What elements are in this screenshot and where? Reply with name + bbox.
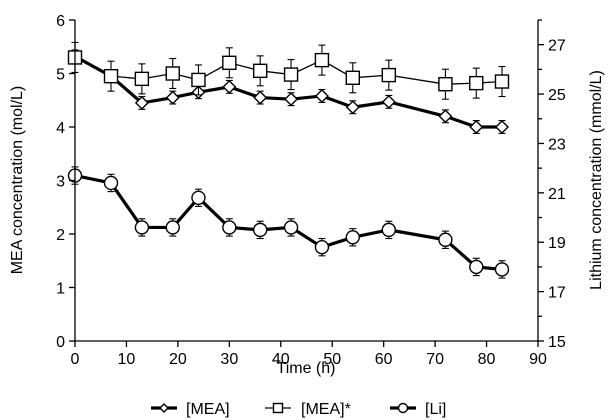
data-point bbox=[191, 72, 206, 88]
data-point bbox=[103, 68, 119, 84]
data-point bbox=[222, 79, 237, 94]
data-point bbox=[345, 70, 360, 85]
legend-swatch-marker bbox=[272, 402, 284, 414]
legend-swatch-marker bbox=[397, 402, 409, 414]
data-point bbox=[165, 90, 180, 105]
plot-area bbox=[67, 41, 510, 279]
x-axis-title: Time (h) bbox=[277, 360, 336, 377]
ticks bbox=[69, 19, 544, 347]
data-point bbox=[469, 120, 484, 134]
y-right-tick-label: 21 bbox=[548, 186, 566, 203]
legend-swatch-marker bbox=[159, 403, 169, 413]
legend-item: [MEA]* bbox=[265, 401, 351, 418]
y-axis-right-title: Lithium concentration (mmol/L) bbox=[588, 70, 605, 290]
x-tick-label: 30 bbox=[220, 351, 238, 368]
x-tick-label: 50 bbox=[323, 351, 341, 368]
data-point bbox=[165, 66, 180, 81]
y-left-tick-label: 5 bbox=[56, 67, 65, 84]
data-point bbox=[283, 220, 299, 235]
x-tick-label: 20 bbox=[169, 351, 187, 368]
legend: [MEA] [MEA]* [Li] bbox=[151, 401, 446, 418]
data-point bbox=[134, 220, 150, 235]
y-right-tick-label: 17 bbox=[548, 285, 566, 302]
y-left-tick-label: 4 bbox=[56, 120, 65, 137]
legend-label: [Li] bbox=[425, 401, 446, 418]
y-right-tick-label: 23 bbox=[548, 136, 566, 153]
data-point bbox=[252, 63, 268, 79]
y-left-tick-label: 2 bbox=[56, 227, 65, 244]
y-right-tick-label: 15 bbox=[548, 334, 566, 351]
data-point bbox=[314, 52, 330, 68]
data-point bbox=[253, 222, 268, 238]
legend-item: [Li] bbox=[390, 401, 446, 418]
x-tick-label: 10 bbox=[118, 351, 136, 368]
y-left-tick-label: 1 bbox=[56, 281, 65, 298]
data-point bbox=[283, 67, 299, 82]
data-point bbox=[381, 94, 396, 109]
data-point bbox=[438, 232, 453, 247]
x-tick-label: 80 bbox=[478, 351, 496, 368]
data-point bbox=[494, 74, 510, 89]
y-right-tick-label: 19 bbox=[548, 235, 566, 252]
y-axis-left-title: MEA concentration (mol/L) bbox=[9, 86, 26, 275]
data-point bbox=[469, 259, 484, 275]
data-point bbox=[103, 175, 119, 191]
data-point bbox=[381, 222, 397, 238]
data-point bbox=[134, 95, 149, 110]
x-tick-label: 0 bbox=[71, 351, 80, 368]
data-point bbox=[191, 190, 206, 205]
y-right-tick-label: 27 bbox=[548, 38, 566, 55]
data-point bbox=[314, 88, 329, 103]
data-point bbox=[134, 71, 150, 87]
data-point bbox=[381, 67, 397, 83]
y-left-tick-label: 3 bbox=[56, 174, 65, 191]
series-square bbox=[67, 41, 510, 100]
y-left-tick-label: 6 bbox=[56, 13, 65, 30]
x-tick-label: 60 bbox=[375, 351, 393, 368]
data-point bbox=[165, 220, 180, 235]
data-point bbox=[253, 90, 268, 105]
y-right-tick-label: 25 bbox=[548, 87, 566, 104]
y-left-tick-label: 0 bbox=[56, 334, 65, 351]
x-tick-label: 90 bbox=[529, 351, 547, 368]
data-point bbox=[494, 120, 509, 134]
data-point bbox=[284, 92, 299, 107]
data-point bbox=[438, 76, 453, 92]
series-diamond bbox=[68, 49, 509, 134]
data-point bbox=[345, 230, 360, 245]
data-point bbox=[222, 55, 237, 70]
series-circle bbox=[67, 166, 510, 279]
data-point bbox=[314, 239, 330, 255]
data-point bbox=[438, 109, 453, 124]
data-point bbox=[469, 75, 484, 91]
data-point bbox=[345, 100, 360, 115]
x-tick-label: 70 bbox=[426, 351, 444, 368]
series-line bbox=[74, 54, 502, 129]
data-point bbox=[494, 262, 510, 277]
legend-label: [MEA]* bbox=[301, 401, 351, 418]
legend-item: [MEA] bbox=[151, 401, 230, 418]
axes bbox=[74, 20, 539, 342]
x-tick-label: 40 bbox=[272, 351, 290, 368]
data-point bbox=[222, 220, 237, 235]
legend-label: [MEA] bbox=[186, 401, 230, 418]
